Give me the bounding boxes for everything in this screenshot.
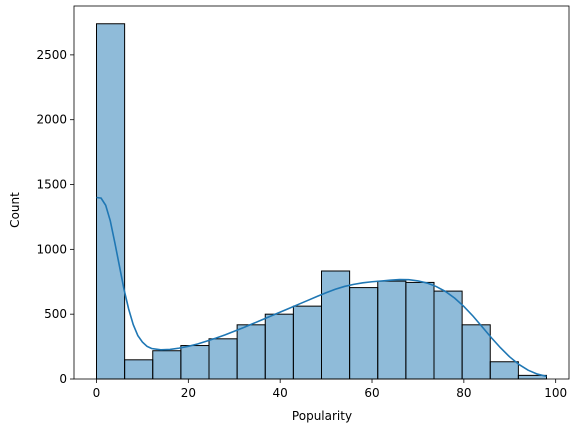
histogram-bar-11	[405, 281, 435, 380]
histogram-bar-6	[264, 313, 294, 380]
x-tick-label: 0	[93, 386, 101, 400]
x-tick-label: 100	[544, 386, 567, 400]
x-tick-label: 80	[456, 386, 471, 400]
y-axis-label: Count	[8, 192, 22, 228]
histogram-bar-1	[124, 359, 154, 380]
x-axis-label: Popularity	[292, 409, 352, 423]
histogram-bar-12	[433, 290, 463, 380]
y-tick-label: 0	[59, 372, 67, 386]
histogram-bar-14	[489, 361, 519, 380]
histogram-bar-10	[377, 280, 407, 380]
histogram-bar-8	[321, 270, 351, 380]
histogram-bar-9	[349, 287, 379, 380]
histogram-bar-3	[180, 345, 210, 380]
kde-curve	[96, 196, 547, 378]
y-tick-label: 1000	[36, 242, 67, 256]
y-tick-label: 1500	[36, 178, 67, 192]
y-tick-label: 2000	[36, 113, 67, 127]
histogram-bar-4	[208, 338, 238, 380]
histogram-bar-2	[152, 350, 182, 380]
histogram-bar-0	[96, 23, 126, 380]
y-tick-label: 2500	[36, 48, 67, 62]
x-tick-label: 60	[364, 386, 379, 400]
x-axis-ticks: 0 20 40 60 80 100	[93, 379, 567, 400]
y-tick-label: 500	[44, 307, 67, 321]
axes	[73, 5, 570, 380]
histogram-bar-5	[236, 324, 266, 380]
histogram-bar-7	[292, 305, 322, 380]
x-tick-label: 40	[273, 386, 288, 400]
y-axis-ticks: 0 500 1000 1500 2000 2500	[36, 48, 74, 386]
histogram-bars	[96, 23, 547, 380]
x-tick-label: 20	[181, 386, 196, 400]
plot-frame	[73, 5, 570, 380]
histogram-bar-13	[461, 324, 491, 380]
